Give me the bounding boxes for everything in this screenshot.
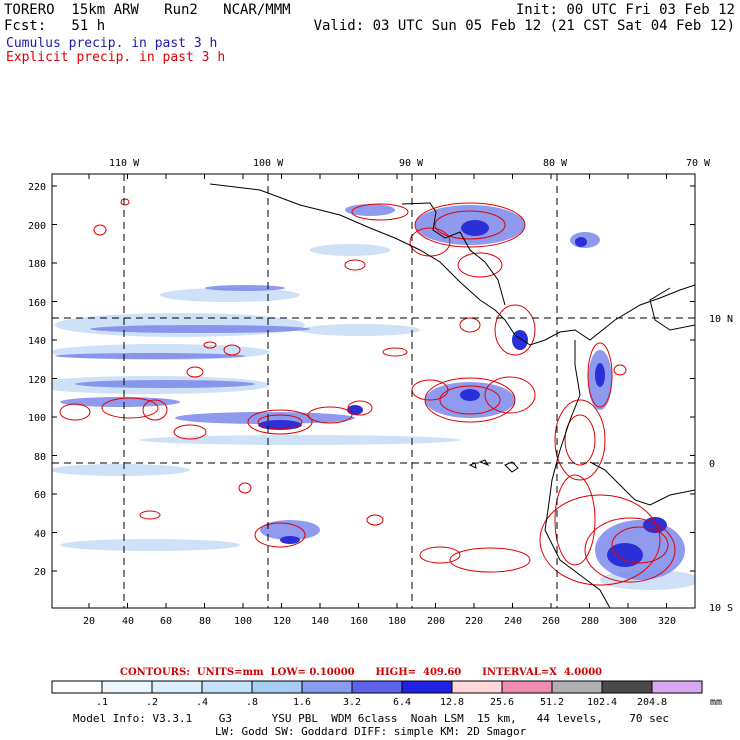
colorbar-label: 51.2	[540, 697, 564, 708]
colorbar-swatch	[351, 680, 403, 694]
lon-label: 80 W	[543, 158, 568, 169]
colorbar-label: .4	[196, 697, 208, 708]
contours-info: CONTOURS: UNITS=mm LOW= 0.10000 HIGH= 40…	[120, 667, 603, 678]
latlon-grid	[52, 174, 695, 608]
x-tick: 140	[311, 616, 329, 627]
x-tick: 80	[199, 616, 211, 627]
forecast-hour: Fcst: 51 h	[4, 18, 106, 34]
x-tick: 240	[504, 616, 522, 627]
y-tick: 20	[34, 567, 46, 578]
x-tick: 180	[388, 616, 406, 627]
colorbar-swatch	[601, 680, 653, 694]
x-tick: 100	[234, 616, 252, 627]
y-tick: 160	[28, 298, 46, 309]
x-tick: 20	[83, 616, 95, 627]
colorbar-swatch	[551, 680, 603, 694]
colorbar-swatch	[151, 680, 203, 694]
colorbar-swatch	[651, 680, 703, 694]
y-tick: 80	[34, 452, 46, 463]
init-time: Init: 00 UTC Fri 03 Feb 12	[515, 2, 735, 18]
x-tick: 40	[122, 616, 134, 627]
model-info-line1: Model Info: V3.3.1 G3 YSU PBL WDM 6class…	[73, 712, 670, 725]
y-tick: 180	[28, 259, 46, 270]
colorbar-unit: mm	[710, 697, 722, 708]
colorbar-swatch	[451, 680, 503, 694]
colorbar-swatch	[501, 680, 553, 694]
colorbar-label: 3.2	[343, 697, 361, 708]
x-tick: 300	[619, 616, 637, 627]
x-tick: 60	[160, 616, 172, 627]
model-info-line2: LW: Godd SW: Goddard DIFF: simple KM: 2D…	[215, 725, 527, 738]
x-tick: 200	[427, 616, 445, 627]
colorbar-swatch	[201, 680, 253, 694]
x-tick-labels: 20 40 60 80 100 120 140 160 180 200 220 …	[83, 616, 676, 627]
colorbar-label: 25.6	[490, 697, 514, 708]
colorbar-label: 1.6	[293, 697, 311, 708]
colorbar-labels: .1 .2 .4 .8 1.6 3.2 6.4 12.8 25.6 51.2 1…	[96, 697, 667, 708]
x-tick: 220	[465, 616, 483, 627]
x-tick: 120	[273, 616, 291, 627]
lon-label: 70 W	[686, 158, 711, 169]
lat-label: 0	[709, 459, 715, 470]
colorbar-swatch	[301, 680, 353, 694]
cumulus-legend: Cumulus precip. in past 3 h	[6, 36, 218, 51]
colorbar-label: .8	[246, 697, 258, 708]
y-tick: 40	[34, 529, 46, 540]
lon-label: 90 W	[399, 158, 424, 169]
lon-labels: 110 W 100 W 90 W 80 W 70 W	[109, 158, 711, 169]
colorbar-swatch	[401, 680, 453, 694]
y-tick: 220	[28, 182, 46, 193]
colorbar-label: 102.4	[587, 697, 617, 708]
y-tick: 120	[28, 375, 46, 386]
colorbar-label: 12.8	[440, 697, 464, 708]
y-tick-labels: 20 40 60 80 100 120 140 160 180 200 220	[28, 182, 46, 578]
y-tick: 140	[28, 336, 46, 347]
colorbar-label: .2	[146, 697, 158, 708]
explicit-legend: Explicit precip. in past 3 h	[6, 50, 226, 65]
colorbar: .1 .2 .4 .8 1.6 3.2 6.4 12.8 25.6 51.2 1…	[51, 680, 722, 708]
y-tick: 100	[28, 413, 46, 424]
lat-labels: 10 N 0 10 S	[709, 314, 733, 614]
colorbar-swatch	[251, 680, 303, 694]
lat-label: 10 S	[709, 603, 733, 614]
model-title: TORERO 15km ARW Run2 NCAR/MMM	[4, 2, 291, 18]
map-frame	[51, 173, 696, 609]
colorbar-swatch	[101, 680, 153, 694]
lat-label: 10 N	[709, 314, 733, 325]
precip-field	[52, 183, 695, 608]
colorbar-label: 6.4	[393, 697, 411, 708]
x-tick: 280	[581, 616, 599, 627]
y-tick: 60	[34, 490, 46, 501]
colorbar-swatch	[51, 680, 103, 694]
x-tick: 160	[350, 616, 368, 627]
y-tick: 200	[28, 221, 46, 232]
x-tick: 260	[542, 616, 560, 627]
colorbar-label: .1	[96, 697, 108, 708]
valid-time: Valid: 03 UTC Sun 05 Feb 12 (21 CST Sat …	[313, 18, 735, 34]
lon-label: 100 W	[253, 158, 284, 169]
lon-label: 110 W	[109, 158, 140, 169]
x-tick: 320	[658, 616, 676, 627]
colorbar-label: 204.8	[637, 697, 667, 708]
